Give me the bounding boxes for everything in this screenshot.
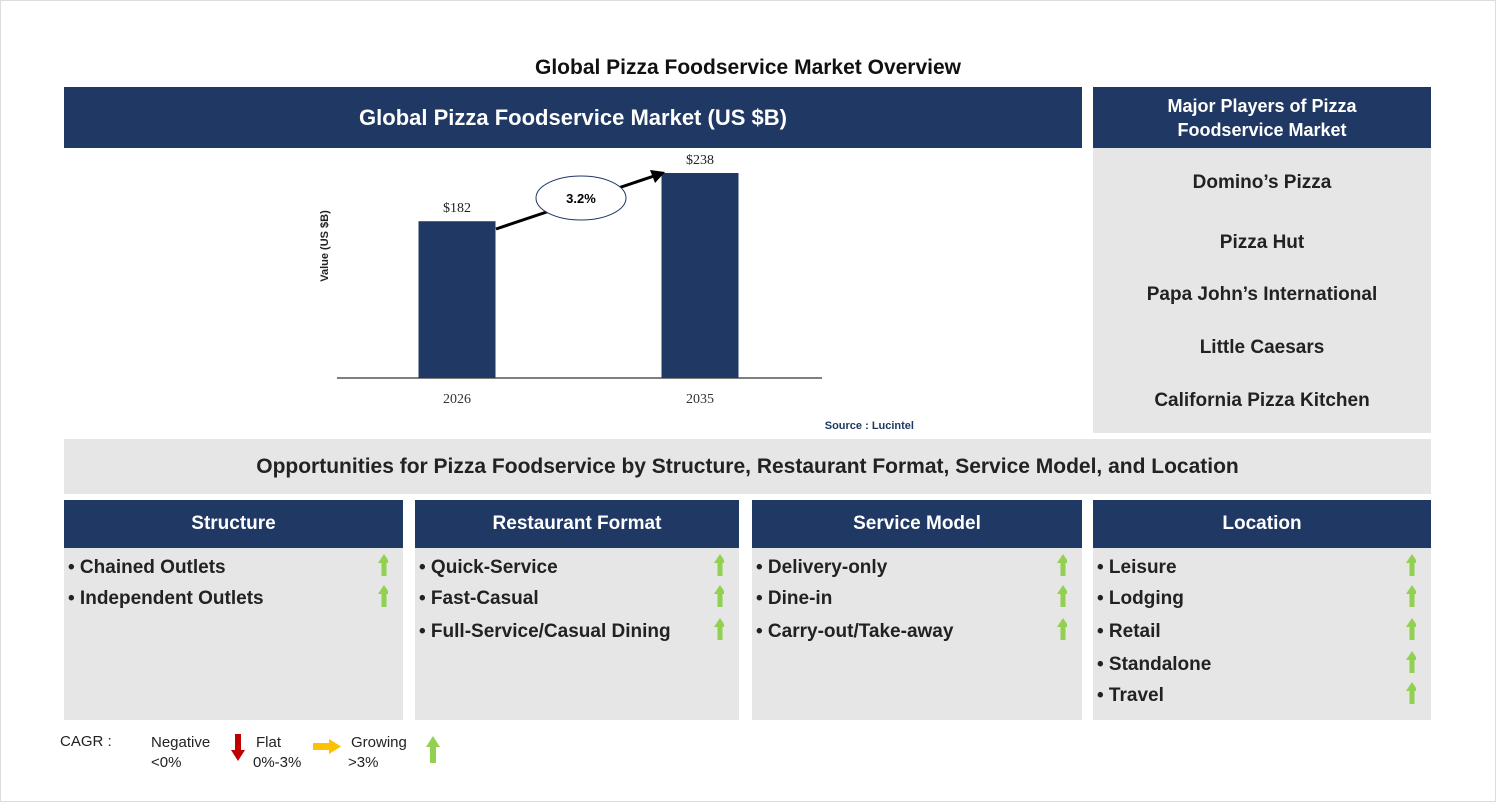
segment-body: • Delivery-only • Dine-in • Carry-out/Take… bbox=[752, 548, 1082, 720]
source-label: Source : Lucintel bbox=[825, 420, 914, 432]
arrow-up-icon bbox=[1057, 585, 1067, 607]
segment-item: • Carry-out/Take-away bbox=[756, 621, 954, 642]
page-title: Global Pizza Foodservice Market Overview bbox=[535, 56, 961, 79]
segment-item: • Independent Outlets bbox=[68, 588, 264, 609]
arrow-up-icon bbox=[1406, 554, 1416, 576]
arrow-up-icon bbox=[378, 585, 388, 607]
arrow-up-icon bbox=[1406, 585, 1416, 607]
legend-negative: Negative <0% bbox=[151, 733, 210, 773]
player-item: Papa John’s International bbox=[1146, 284, 1378, 305]
legend-growing-name: Growing bbox=[351, 734, 407, 751]
legend-flat-range: 0%-3% bbox=[253, 754, 302, 771]
player-item: California Pizza Kitchen bbox=[1154, 390, 1370, 411]
x-tick-label: 2035 bbox=[686, 392, 714, 407]
cagr-label: 3.2% bbox=[566, 191, 596, 206]
arrow-down-icon bbox=[231, 734, 245, 761]
arrow-up-icon bbox=[426, 736, 440, 763]
arrow-up-icon bbox=[714, 585, 724, 607]
bar-2035 bbox=[661, 173, 739, 378]
segment-item: • Dine-in bbox=[756, 588, 833, 609]
segment-header-service-model: Service Model bbox=[752, 500, 1082, 548]
segment-header-structure: Structure bbox=[64, 500, 403, 548]
arrow-up-icon bbox=[1057, 618, 1067, 640]
legend-negative-name: Negative bbox=[151, 734, 211, 751]
segment-body: • Leisure • Lodging • Retail • Standalone • … bbox=[1093, 548, 1431, 720]
x-tick-label: 2026 bbox=[443, 392, 471, 407]
chart-header: Global Pizza Foodservice Market (US $B) bbox=[64, 87, 1082, 148]
opportunities-header: Opportunities for Pizza Foodservice by S… bbox=[64, 439, 1431, 494]
arrow-up-icon bbox=[1057, 554, 1067, 576]
legend-label: CAGR : bbox=[60, 733, 112, 750]
segment-body: • Chained Outlets • Independent Outlets bbox=[64, 548, 403, 720]
y-axis-label: Value (US $B) bbox=[319, 210, 331, 282]
data-label: $238 bbox=[686, 153, 714, 168]
segment-item: • Retail bbox=[1097, 621, 1161, 642]
bar-chart: Value (US $B) $182 2026 $238 2035 3.2% Sour… bbox=[319, 153, 914, 432]
legend-flat: Flat 0%-3% bbox=[253, 733, 301, 773]
arrow-up-icon bbox=[714, 618, 724, 640]
segment-item: • Quick-Service bbox=[419, 557, 558, 578]
segment-header-location: Location bbox=[1093, 500, 1431, 548]
arrow-up-icon bbox=[1406, 618, 1416, 640]
segment-item: • Lodging bbox=[1097, 588, 1184, 609]
arrow-up-icon bbox=[378, 554, 388, 576]
players-list: Domino’s Pizza Pizza Hut Papa John’s Int… bbox=[1093, 148, 1431, 433]
cagr-arrow-head bbox=[650, 170, 665, 183]
players-header: Major Players of Pizza Foodservice Marke… bbox=[1093, 87, 1431, 148]
legend-negative-range: <0% bbox=[151, 754, 182, 771]
legend-growing: Growing >3% bbox=[348, 733, 407, 773]
arrow-up-icon bbox=[1406, 651, 1416, 673]
arrow-up-icon bbox=[1406, 682, 1416, 704]
segment-item: • Delivery-only bbox=[756, 557, 888, 578]
legend-growing-range: >3% bbox=[348, 754, 379, 771]
player-item: Pizza Hut bbox=[1219, 232, 1305, 253]
data-label: $182 bbox=[443, 201, 471, 216]
segment-header-restaurant-format: Restaurant Format bbox=[415, 500, 739, 548]
segment-item: • Standalone bbox=[1097, 654, 1212, 675]
segment-item: • Leisure bbox=[1097, 557, 1177, 578]
arrow-right-icon bbox=[313, 739, 341, 754]
segment-item: • Fast-Casual bbox=[419, 588, 539, 609]
cagr-ellipse bbox=[535, 175, 627, 221]
segment-item: • Chained Outlets bbox=[68, 557, 226, 578]
segment-item: • Travel bbox=[1097, 685, 1164, 706]
player-item: Domino’s Pizza bbox=[1192, 172, 1332, 193]
segment-item: • Full-Service/Casual Dining bbox=[419, 621, 671, 642]
legend-flat-name: Flat bbox=[256, 734, 282, 751]
player-item: Little Caesars bbox=[1199, 337, 1325, 358]
segment-body: • Quick-Service • Fast-Casual • Full-Servi… bbox=[415, 548, 739, 720]
arrow-up-icon bbox=[714, 554, 724, 576]
bar-2026 bbox=[418, 221, 496, 378]
